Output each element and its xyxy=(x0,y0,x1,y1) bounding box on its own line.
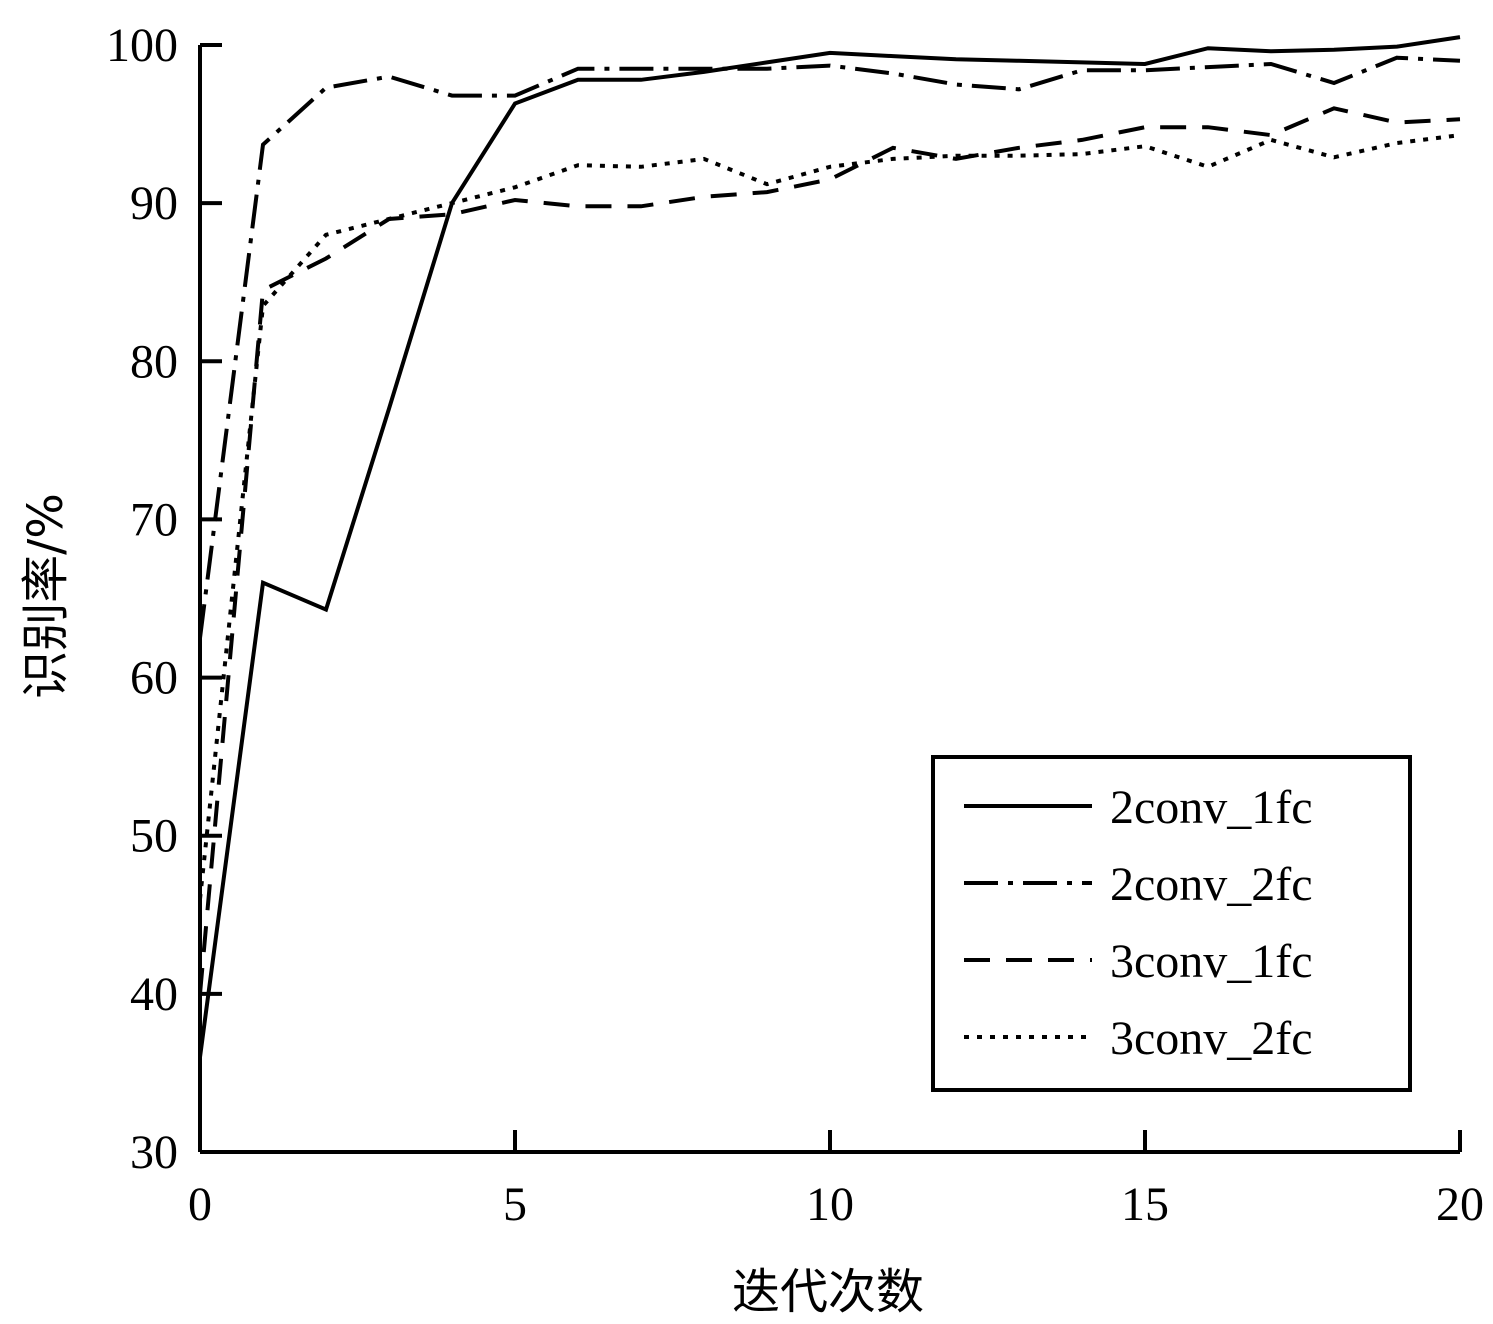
y-tick-label: 40 xyxy=(130,968,178,1021)
y-tick-label: 100 xyxy=(106,19,178,72)
x-tick-label: 0 xyxy=(188,1178,212,1231)
y-tick-label: 90 xyxy=(130,177,178,230)
axes: 30 40 50 60 70 80 90 100 0 5 10 15 20 xyxy=(106,19,1484,1231)
series-line-2 xyxy=(198,55,1461,639)
legend-label-2: 2conv_2fc xyxy=(1110,858,1313,911)
x-tick-label: 5 xyxy=(503,1178,527,1231)
y-tick-label: 70 xyxy=(130,493,178,546)
y-axis-title: 识别率/% xyxy=(18,493,74,699)
y-tick-label: 60 xyxy=(130,652,178,705)
series-line-1 xyxy=(198,35,1461,1058)
y-tick-label: 30 xyxy=(130,1126,178,1179)
legend-box xyxy=(931,755,1412,1092)
x-tick-label: 15 xyxy=(1121,1178,1169,1231)
y-tick-label: 50 xyxy=(130,810,178,863)
legend-label-4: 3conv_2fc xyxy=(1110,1012,1313,1065)
series-line-4 xyxy=(198,133,1461,900)
x-tick-label: 10 xyxy=(806,1178,854,1231)
x-axis-title: 迭代次数 xyxy=(732,1264,924,1320)
y-tick-label: 80 xyxy=(130,335,178,388)
legend-label-1: 2conv_1fc xyxy=(1110,781,1313,834)
series-layer xyxy=(198,35,1461,1058)
series-line-3 xyxy=(198,106,1461,995)
legend-label-3: 3conv_1fc xyxy=(1110,935,1313,988)
x-tick-label: 20 xyxy=(1436,1178,1484,1231)
legend: 2conv_1fc 2conv_2fc 3conv_1fc 3conv_2fc xyxy=(931,755,1412,1092)
